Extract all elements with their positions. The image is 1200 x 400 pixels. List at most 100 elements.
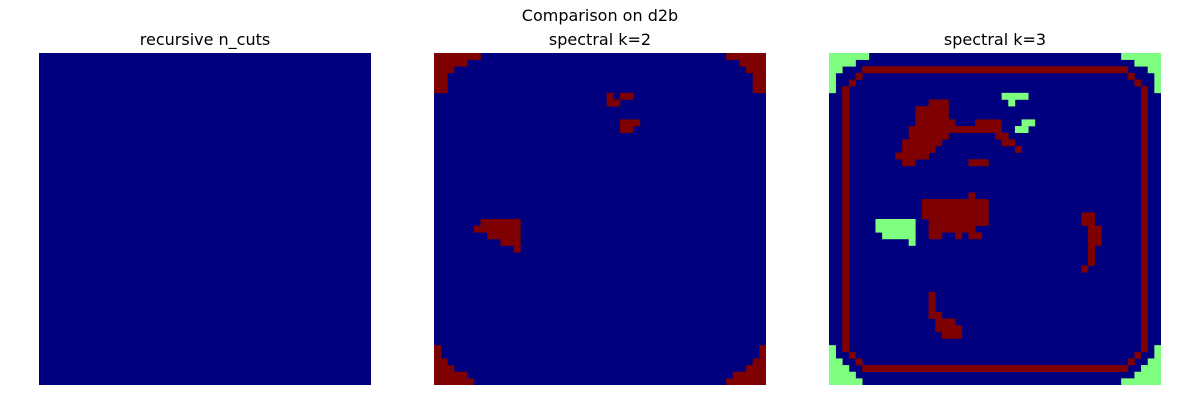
heatmap-cell-label-1 <box>620 93 634 100</box>
heatmap-cell-label-2 <box>849 352 856 359</box>
heatmap-cell-label-1 <box>875 219 915 226</box>
heatmap-cell-label-2 <box>929 232 943 239</box>
heatmap-cell-label-2 <box>929 99 949 106</box>
heatmap-cell-label-2 <box>1134 80 1141 87</box>
heatmap-cell-label-2 <box>968 232 982 239</box>
heatmap-cell-label-2 <box>1088 239 1102 246</box>
heatmap-cell-label-2 <box>922 212 989 219</box>
heatmap-cell-label-1 <box>726 378 766 385</box>
heatmap-cell-label-2 <box>995 133 1009 140</box>
heatmap-cell-label-2 <box>1088 246 1095 260</box>
heatmap-cell-label-1 <box>434 60 468 67</box>
heatmap-cell-label-1 <box>746 66 766 73</box>
heatmap-cell-label-2 <box>949 119 956 126</box>
heatmap-cell-label-1 <box>746 365 766 372</box>
heatmap-cell-label-1 <box>480 219 520 226</box>
heatmap-cell-label-2 <box>909 133 949 140</box>
heatmap-cell-label-1 <box>613 99 620 106</box>
heatmap-cell-label-1 <box>500 239 520 246</box>
heatmap-cell-label-2 <box>915 119 949 126</box>
heatmap-cell-label-1 <box>733 372 766 379</box>
heatmap-cell-label-1 <box>829 358 843 365</box>
heatmap-cell-label-2 <box>1002 139 1016 146</box>
heatmap-cell-label-2 <box>949 126 963 133</box>
heatmap-cell-label-2 <box>862 66 1128 73</box>
heatmap-cell-label-1 <box>1148 358 1161 365</box>
heatmap-cell-label-2 <box>1141 86 1148 352</box>
heatmap-cell-label-2 <box>975 119 1002 126</box>
heatmap-cell-label-2 <box>1015 146 1022 153</box>
heatmap-cell-label-1 <box>829 73 836 93</box>
heatmap-cell-label-2 <box>909 126 956 133</box>
heatmap-cell-label-2 <box>1081 265 1088 272</box>
heatmap-cell-label-1 <box>829 378 863 385</box>
heatmap-cell-label-1 <box>1134 372 1161 379</box>
heatmap-cell-label-1 <box>1002 93 1016 100</box>
panel-recursive-ncuts-heatmap <box>39 53 371 385</box>
heatmap-cell-label-2 <box>1088 226 1102 233</box>
heatmap-cell-label-2 <box>1081 212 1095 219</box>
heatmap-cell-label-2 <box>968 159 988 166</box>
heatmap-cell-label-1 <box>487 232 521 239</box>
heatmap-cell-label-1 <box>1141 365 1161 372</box>
heatmap-cell-label-1 <box>514 246 521 253</box>
heatmap-cell-label-1 <box>1015 126 1029 133</box>
heatmap-cell-label-2 <box>842 86 849 352</box>
heatmap-cell-label-2 <box>915 106 949 113</box>
heatmap-cell-label-1 <box>882 232 916 239</box>
heatmap-cell-label-1 <box>726 53 766 60</box>
heatmap-cell-label-1 <box>620 126 634 133</box>
panel-2-title: spectral k=2 <box>434 30 766 50</box>
figure-suptitle: Comparison on d2b <box>0 6 1200 26</box>
heatmap-cell-label-2 <box>955 232 962 239</box>
heatmap-cell-label-1 <box>829 53 869 60</box>
heatmap-cell-label-1 <box>1121 53 1161 60</box>
heatmap-cell-label-1 <box>829 60 856 67</box>
heatmap-cell-label-2 <box>915 113 949 120</box>
heatmap-cell-label-1 <box>829 365 849 372</box>
heatmap-cell-label-2 <box>856 73 863 80</box>
heatmap-cell-label-1 <box>474 226 521 233</box>
heatmap-cell-label-1 <box>1134 60 1161 67</box>
heatmap-cell-label-2 <box>1081 219 1095 226</box>
heatmap-cell-label-1 <box>434 53 481 60</box>
heatmap-cell-label-1 <box>753 73 766 93</box>
heatmap-cell-label-2 <box>1088 259 1095 266</box>
heatmap-cell-label-2 <box>922 153 929 160</box>
heatmap-cell-label-1 <box>1015 93 1029 100</box>
heatmap-cell-label-2 <box>862 365 1128 372</box>
heatmap-cell-label-1 <box>759 345 766 359</box>
heatmap-cell-label-2 <box>968 192 975 199</box>
heatmap-cell-label-2 <box>1128 73 1135 80</box>
heatmap-cell-label-1 <box>620 119 640 126</box>
heatmap-cell-label-2 <box>902 159 916 166</box>
heatmap-cell-label-1 <box>434 66 454 73</box>
heatmap-cell-label-1 <box>434 372 468 379</box>
heatmap-cell-label-1 <box>1154 73 1161 93</box>
heatmap-cell-label-2 <box>942 332 962 339</box>
heatmap-cell-label-2 <box>849 80 856 87</box>
heatmap-cell-label-1 <box>434 358 448 365</box>
heatmap-cell-label-1 <box>753 358 766 365</box>
heatmap-cell-label-1 <box>434 365 454 372</box>
heatmap-cell-label-1 <box>1148 66 1161 73</box>
heatmap-background <box>39 53 371 385</box>
heatmap-cell-label-2 <box>929 299 936 313</box>
heatmap-cell-label-1 <box>434 345 441 359</box>
heatmap-cell-label-2 <box>962 199 989 206</box>
heatmap-cell-label-2 <box>856 358 863 365</box>
heatmap-cell-label-1 <box>739 60 766 67</box>
heatmap-cell-label-1 <box>829 345 836 359</box>
heatmap-cell-label-1 <box>829 372 856 379</box>
heatmap-cell-label-1 <box>1008 99 1015 106</box>
heatmap-cell-label-2 <box>962 126 1002 133</box>
heatmap-cell-label-2 <box>902 139 942 146</box>
heatmap-cell-label-1 <box>434 378 474 385</box>
heatmap-cell-label-2 <box>935 319 955 326</box>
heatmap-cell-label-1 <box>1121 378 1161 385</box>
heatmap-cell-label-2 <box>929 219 989 226</box>
heatmap-cell-label-2 <box>922 206 989 213</box>
heatmap-cell-label-2 <box>1128 358 1135 365</box>
panel-3-title: spectral k=3 <box>829 30 1161 50</box>
heatmap-cell-label-1 <box>829 66 843 73</box>
